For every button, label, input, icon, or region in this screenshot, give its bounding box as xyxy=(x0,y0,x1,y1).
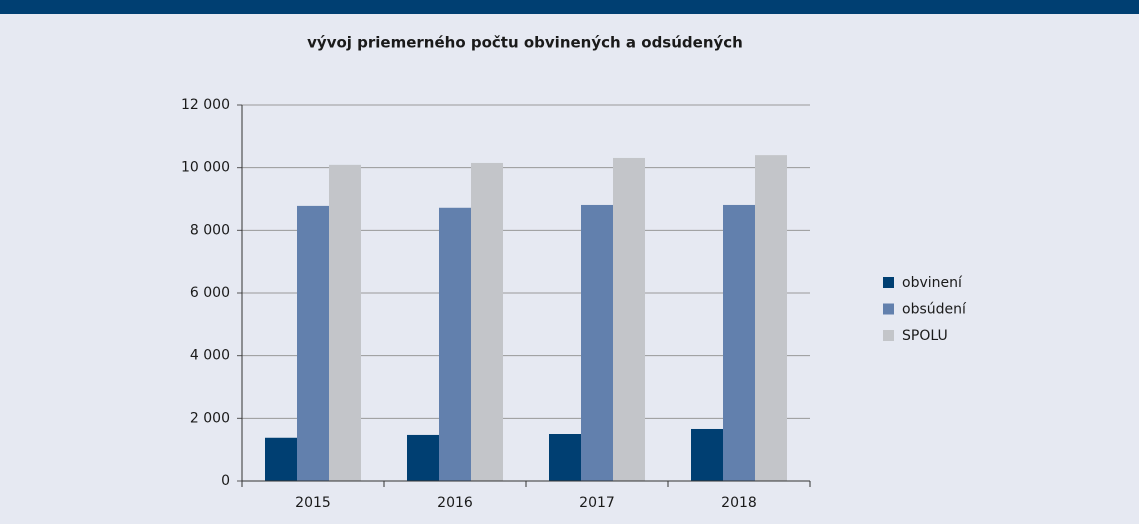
y-tick-label: 4 000 xyxy=(190,348,230,364)
legend-swatch xyxy=(883,330,894,341)
top-band xyxy=(0,0,1139,14)
bar xyxy=(755,155,787,481)
legend-swatch xyxy=(883,277,894,288)
bar xyxy=(471,162,503,481)
legend-swatch xyxy=(883,303,894,315)
chart-title: vývoj priemerného počtu obvinených a ods… xyxy=(307,34,743,52)
bar xyxy=(723,204,755,481)
y-tick-label: 8 000 xyxy=(190,222,230,238)
bar xyxy=(549,434,581,481)
y-tick-label: 6 000 xyxy=(190,285,230,301)
bar xyxy=(407,434,439,481)
bar xyxy=(329,164,361,481)
y-tick-label: 0 xyxy=(221,473,230,489)
legend-label: obvinení xyxy=(902,275,963,291)
bar xyxy=(439,207,471,482)
x-tick-label: 2018 xyxy=(721,495,757,511)
bar xyxy=(297,205,329,482)
bar xyxy=(265,437,297,481)
legend-label: SPOLU xyxy=(902,328,948,344)
x-tick-label: 2015 xyxy=(295,495,331,511)
y-tick-label: 10 000 xyxy=(181,160,230,176)
legend-label: obsúdení xyxy=(902,302,967,318)
x-tick-label: 2016 xyxy=(437,495,473,511)
y-tick-label: 12 000 xyxy=(181,97,230,113)
bar xyxy=(691,428,723,481)
y-tick-label: 2 000 xyxy=(190,410,230,426)
bar xyxy=(581,204,613,481)
x-tick-label: 2017 xyxy=(579,495,615,511)
bar xyxy=(613,157,645,481)
